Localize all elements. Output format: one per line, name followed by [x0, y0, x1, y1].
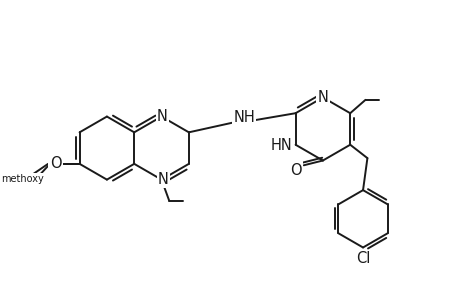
Text: Cl: Cl: [355, 251, 369, 266]
Text: HN: HN: [270, 138, 292, 153]
Text: N: N: [157, 109, 168, 124]
Text: O: O: [49, 156, 61, 171]
Text: O: O: [50, 156, 62, 171]
Text: N: N: [157, 172, 168, 187]
Text: N: N: [317, 90, 328, 105]
Text: NH: NH: [233, 110, 254, 125]
Text: methoxy: methoxy: [1, 174, 44, 184]
Text: O: O: [290, 163, 301, 178]
